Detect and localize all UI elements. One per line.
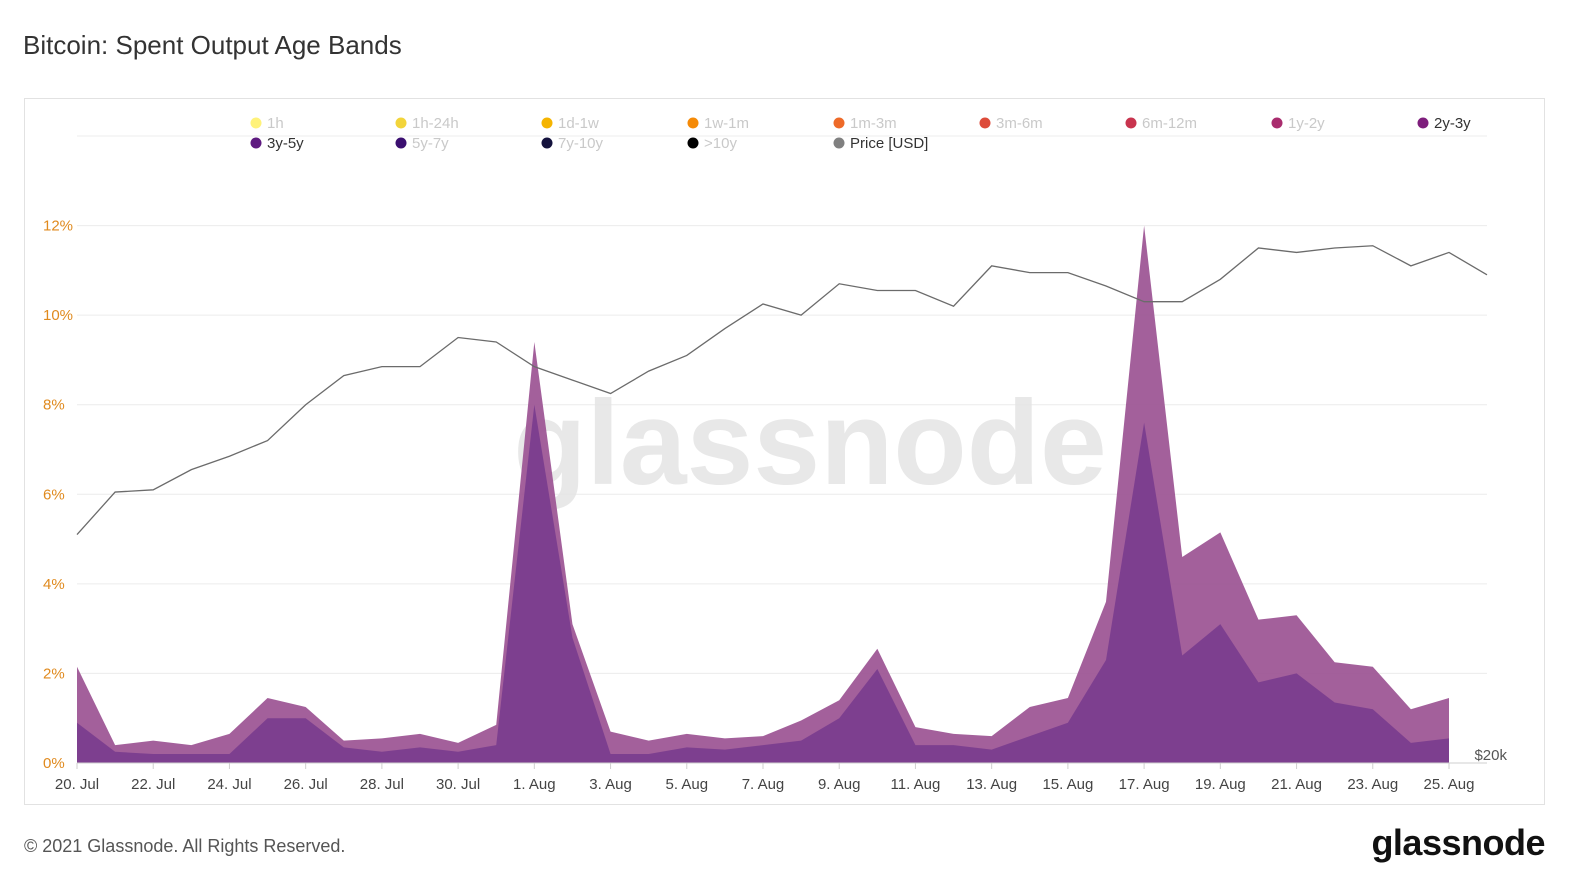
x-tick-label: 13. Aug bbox=[966, 776, 1017, 793]
right-axis-label: $20k bbox=[1474, 747, 1507, 764]
x-tick-label: 7. Aug bbox=[742, 776, 785, 793]
x-axis: 20. Jul 22. Jul 24. Jul 26. Jul 28. Jul 30. J… bbox=[55, 762, 1487, 793]
legend-label: Price [USD] bbox=[850, 135, 928, 152]
x-tick-label: 20. Jul bbox=[55, 776, 99, 793]
price-line bbox=[76, 245, 1488, 536]
x-tick-label: 15. Aug bbox=[1042, 776, 1093, 793]
legend-swatch bbox=[541, 117, 553, 129]
legend-label: 3y-5y bbox=[267, 135, 304, 152]
legend-item[interactable]: 2y-3y bbox=[1417, 115, 1472, 132]
x-tick-label: 3. Aug bbox=[589, 776, 632, 793]
legend-swatch bbox=[979, 117, 991, 129]
legend-item[interactable]: 5y-7y bbox=[395, 135, 450, 152]
y-axis: 0% 2% 4% 6% 8% 10% 12% bbox=[43, 218, 73, 772]
legend-item[interactable]: 1m-3m bbox=[833, 115, 897, 132]
x-tick-label: 5. Aug bbox=[666, 776, 709, 793]
legend-label: 1d-1w bbox=[558, 115, 599, 132]
legend-label: 3m-6m bbox=[996, 115, 1043, 132]
legend-item[interactable]: 3m-6m bbox=[979, 115, 1043, 132]
x-tick-label: 30. Jul bbox=[436, 776, 480, 793]
x-tick-label: 11. Aug bbox=[891, 776, 941, 793]
watermark: glassnode bbox=[513, 376, 1107, 510]
x-tick-label: 28. Jul bbox=[360, 776, 404, 793]
legend-label: 5y-7y bbox=[412, 135, 449, 152]
area-3y-5y bbox=[77, 404, 1449, 763]
legend-swatch bbox=[395, 137, 407, 149]
y-tick-label: 12% bbox=[43, 218, 73, 235]
legend-item[interactable]: 1h-24h bbox=[395, 115, 459, 132]
y-tick-label: 6% bbox=[43, 486, 65, 503]
x-tick-label: 22. Jul bbox=[131, 776, 175, 793]
area-series bbox=[77, 225, 1449, 764]
legend-item[interactable]: 1h bbox=[250, 115, 284, 132]
legend-swatch bbox=[687, 137, 699, 149]
legend-item[interactable]: 1y-2y bbox=[1271, 115, 1326, 132]
y-tick-label: 8% bbox=[43, 397, 65, 414]
x-tick-label: 21. Aug bbox=[1271, 776, 1322, 793]
x-tick-label: 19. Aug bbox=[1195, 776, 1246, 793]
legend-swatch bbox=[395, 117, 407, 129]
x-tick-label: 26. Jul bbox=[284, 776, 328, 793]
legend-swatch bbox=[250, 117, 262, 129]
legend-swatch bbox=[833, 117, 845, 129]
legend-item[interactable]: >10y bbox=[687, 135, 738, 152]
legend-item[interactable]: 7y-10y bbox=[541, 135, 604, 152]
legend: 1h 1h-24h 1d-1w 1w-1m 1m-3m 3m-6m 6m-12m 1y-2y 2… bbox=[250, 115, 1472, 152]
legend-label: 2y-3y bbox=[1434, 115, 1471, 132]
legend-swatch bbox=[1271, 117, 1283, 129]
legend-item[interactable]: 1d-1w bbox=[541, 115, 600, 132]
legend-item[interactable]: 3y-5y bbox=[250, 135, 305, 152]
legend-swatch bbox=[1417, 117, 1429, 129]
legend-item[interactable]: 1w-1m bbox=[687, 115, 750, 132]
x-tick-label: 1. Aug bbox=[513, 776, 556, 793]
legend-label: 1y-2y bbox=[1288, 115, 1325, 132]
chart[interactable]: glassnode 0% 2% 4% 6% 8% 10% 12% 20. Jul 22. Ju… bbox=[25, 99, 1544, 804]
y-tick-label: 2% bbox=[43, 665, 65, 682]
grid-lines bbox=[77, 135, 1487, 764]
legend-swatch bbox=[833, 137, 845, 149]
area-2y-3y bbox=[77, 225, 1449, 764]
glassnode-logo[interactable]: glassnode bbox=[1371, 822, 1545, 863]
legend-item[interactable]: 6m-12m bbox=[1125, 115, 1198, 132]
x-tick-label: 24. Jul bbox=[207, 776, 251, 793]
legend-swatch bbox=[1125, 117, 1137, 129]
legend-label: 1w-1m bbox=[704, 115, 749, 132]
legend-label: 7y-10y bbox=[558, 135, 604, 152]
y-tick-label: 0% bbox=[43, 755, 65, 772]
price-line-path bbox=[76, 245, 1488, 536]
x-tick-label: 9. Aug bbox=[818, 776, 861, 793]
footer-copyright: © 2021 Glassnode. All Rights Reserved. bbox=[24, 836, 346, 856]
legend-swatch bbox=[541, 137, 553, 149]
legend-swatch bbox=[250, 137, 262, 149]
y-tick-label: 10% bbox=[43, 307, 73, 324]
legend-label: 1h bbox=[267, 115, 284, 132]
legend-label: 6m-12m bbox=[1142, 115, 1197, 132]
legend-label: 1m-3m bbox=[850, 115, 897, 132]
chart-panel: glassnode 0% 2% 4% 6% 8% 10% 12% 20. Jul 22. Ju… bbox=[24, 98, 1545, 805]
legend-label: >10y bbox=[704, 135, 737, 152]
legend-swatch bbox=[687, 117, 699, 129]
page-title: Bitcoin: Spent Output Age Bands bbox=[23, 30, 402, 60]
legend-label: 1h-24h bbox=[412, 115, 459, 132]
y-tick-label: 4% bbox=[43, 576, 65, 593]
x-tick-label: 17. Aug bbox=[1119, 776, 1170, 793]
legend-item[interactable]: Price [USD] bbox=[833, 135, 929, 152]
x-tick-label: 23. Aug bbox=[1347, 776, 1398, 793]
x-tick-label: 25. Aug bbox=[1424, 776, 1475, 793]
